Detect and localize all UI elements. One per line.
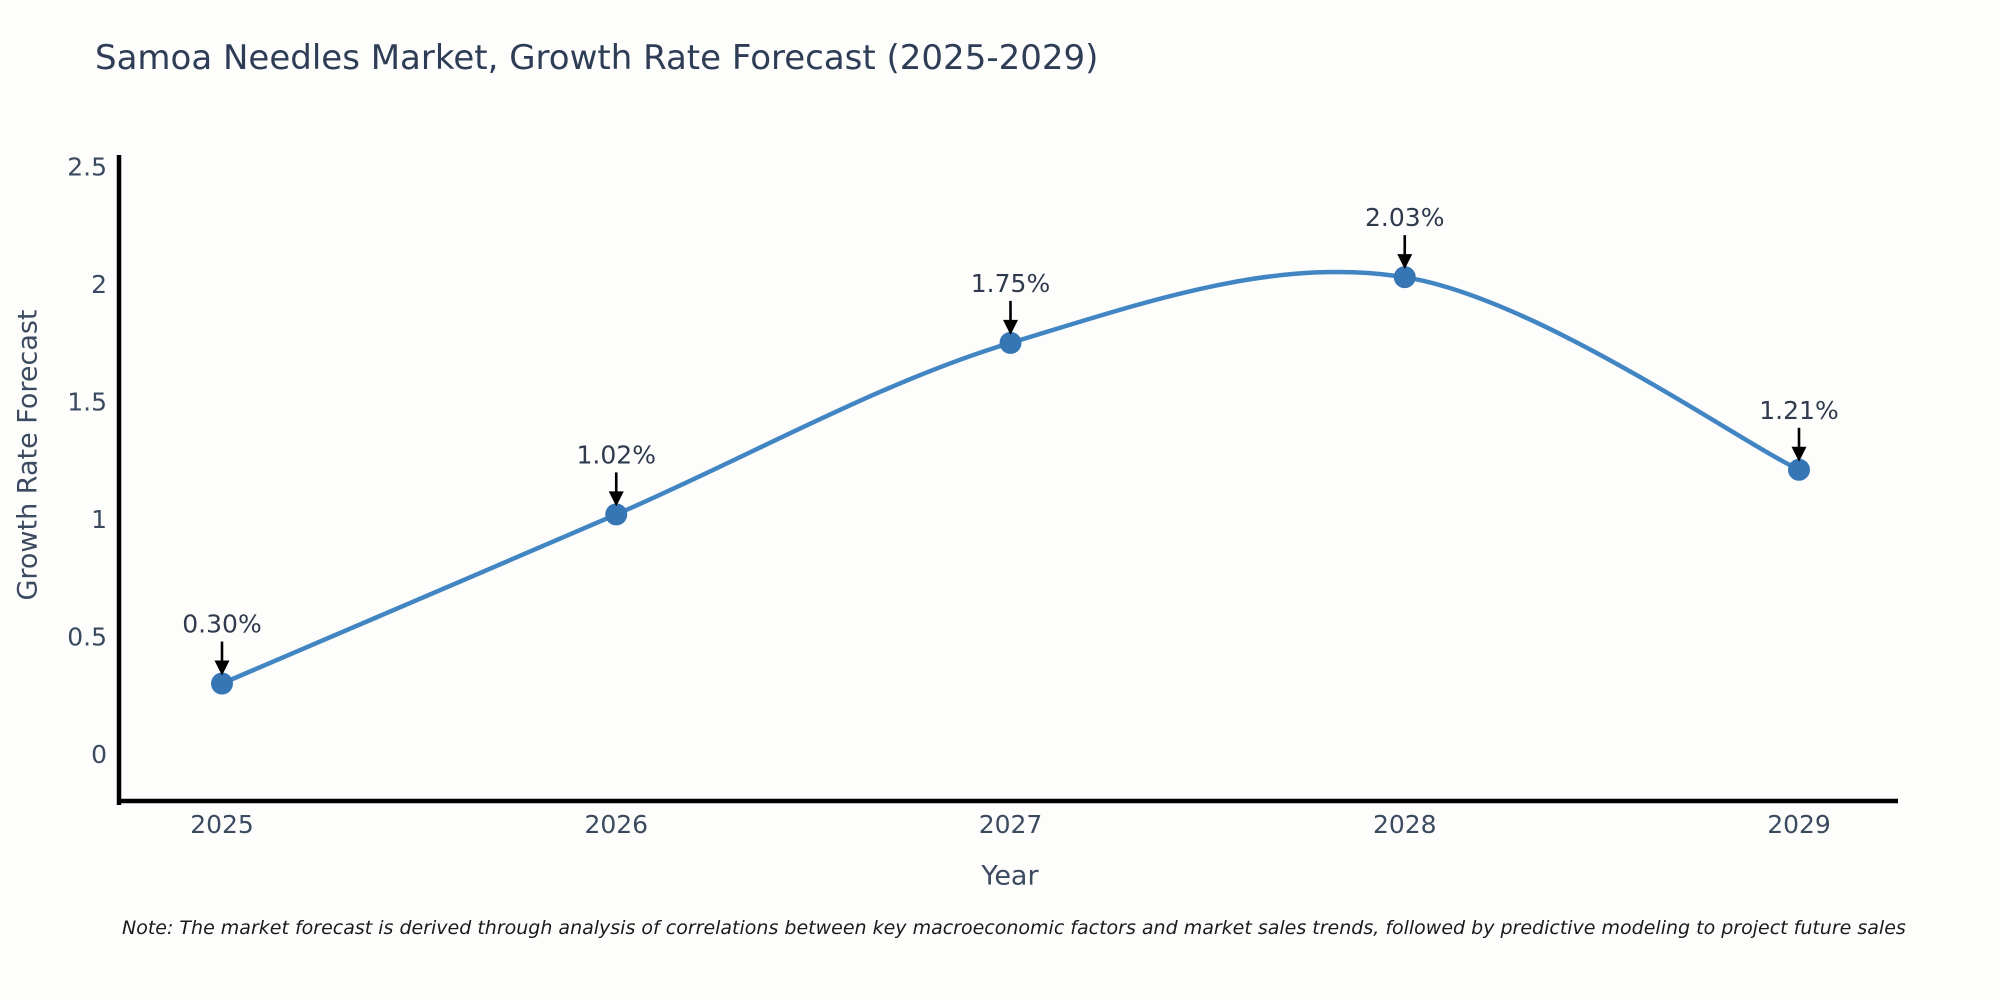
data-point-2026[interactable] — [605, 503, 628, 526]
annotation-arrow-head-2029 — [1791, 446, 1807, 462]
y-tick-label-1: 1 — [91, 505, 107, 534]
x-axis-title: Year — [981, 860, 1039, 892]
data-point-label-2029: 1.21% — [1759, 396, 1838, 425]
data-point-2028[interactable] — [1393, 266, 1416, 289]
data-point-label-2028: 2.03% — [1365, 203, 1444, 232]
data-point-label-2026: 1.02% — [577, 440, 656, 469]
x-tick-label-2028: 2028 — [1373, 810, 1437, 839]
data-point-label-2025: 0.30% — [182, 610, 261, 639]
annotation-arrow-head-2027 — [1003, 319, 1018, 335]
footnote: Note: The market forecast is derived thr… — [122, 917, 1906, 939]
y-tick-label-2.5: 2.5 — [67, 153, 107, 182]
chart-title: Samoa Needles Market, Growth Rate Foreca… — [95, 38, 1099, 78]
data-point-2027[interactable] — [999, 331, 1022, 354]
y-tick-label-0: 0 — [91, 740, 107, 769]
data-point-label-2027: 1.75% — [971, 269, 1050, 298]
data-point-2025[interactable] — [211, 672, 233, 695]
annotation-arrow-head-2025 — [214, 660, 230, 676]
x-tick-label-2025: 2025 — [190, 810, 254, 839]
data-point-2029[interactable] — [1788, 458, 1810, 481]
y-tick-label-0.5: 0.5 — [67, 623, 107, 652]
annotation-arrow-head-2028 — [1397, 254, 1413, 270]
annotation-arrow-head-2026 — [608, 491, 624, 507]
x-tick-label-2027: 2027 — [979, 810, 1043, 839]
y-tick-label-1.5: 1.5 — [67, 388, 107, 417]
y-tick-label-2: 2 — [91, 270, 107, 299]
x-tick-label-2026: 2026 — [584, 810, 648, 839]
x-tick-label-2029: 2029 — [1767, 810, 1831, 839]
